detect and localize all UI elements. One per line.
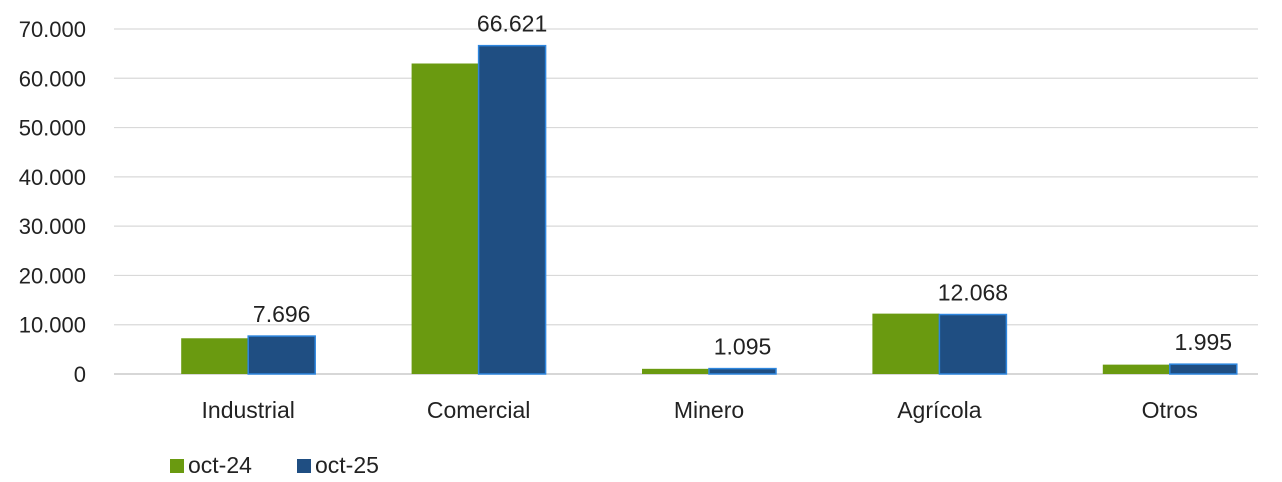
y-tick-label: 50.000: [19, 116, 86, 141]
y-tick-label: 30.000: [19, 214, 86, 239]
x-axis: Industrial Comercial Minero Agrícola Otros: [202, 397, 1198, 423]
x-tick-label: Comercial: [427, 397, 531, 423]
x-tick-label: Industrial: [202, 397, 295, 423]
data-label: 66.621: [477, 11, 547, 37]
bar-oct-25-comercial: [477, 44, 547, 375]
x-tick-label: Agrícola: [897, 397, 982, 423]
legend: oct-24 oct-25: [170, 452, 379, 478]
data-label: 1.995: [1175, 329, 1233, 355]
bar-oct-25-industrial: [247, 335, 316, 375]
bar-oct-25-minero: [708, 367, 777, 375]
y-tick-label: 20.000: [19, 263, 86, 288]
legend-label: oct-25: [315, 452, 379, 478]
gridlines: [114, 28, 1258, 375]
bar-oct-24-comercial: [411, 63, 479, 374]
data-labels: 7.696 66.621 1.095 12.068 1.995: [253, 11, 1232, 360]
bar-oct-24-minero: [642, 368, 709, 374]
data-label: 12.068: [938, 280, 1008, 306]
legend-swatch-oct-25: [297, 459, 311, 473]
legend-swatch-oct-24: [170, 459, 184, 473]
bar-oct-25-otros: [1169, 363, 1238, 375]
bar-oct-24-otros: [1102, 364, 1170, 374]
bar-oct-24-industrial: [181, 338, 249, 374]
data-label: 1.095: [714, 334, 772, 360]
bar-oct-25-agrícola: [938, 313, 1008, 375]
y-tick-label: 60.000: [19, 66, 86, 91]
legend-label: oct-24: [188, 452, 252, 478]
y-tick-label: 70.000: [19, 17, 86, 42]
y-tick-label: 40.000: [19, 165, 86, 190]
y-tick-label: 0: [74, 362, 86, 387]
x-tick-label: Minero: [674, 397, 744, 423]
y-tick-label: 10.000: [19, 313, 86, 338]
x-tick-label: Otros: [1142, 397, 1198, 423]
bar-oct-24-agrícola: [872, 313, 940, 374]
bars: [181, 44, 1238, 375]
y-axis-ticks: 0 10.000 20.000 30.000 40.000 50.000 60.000 70.…: [19, 17, 86, 387]
data-label: 7.696: [253, 301, 311, 327]
